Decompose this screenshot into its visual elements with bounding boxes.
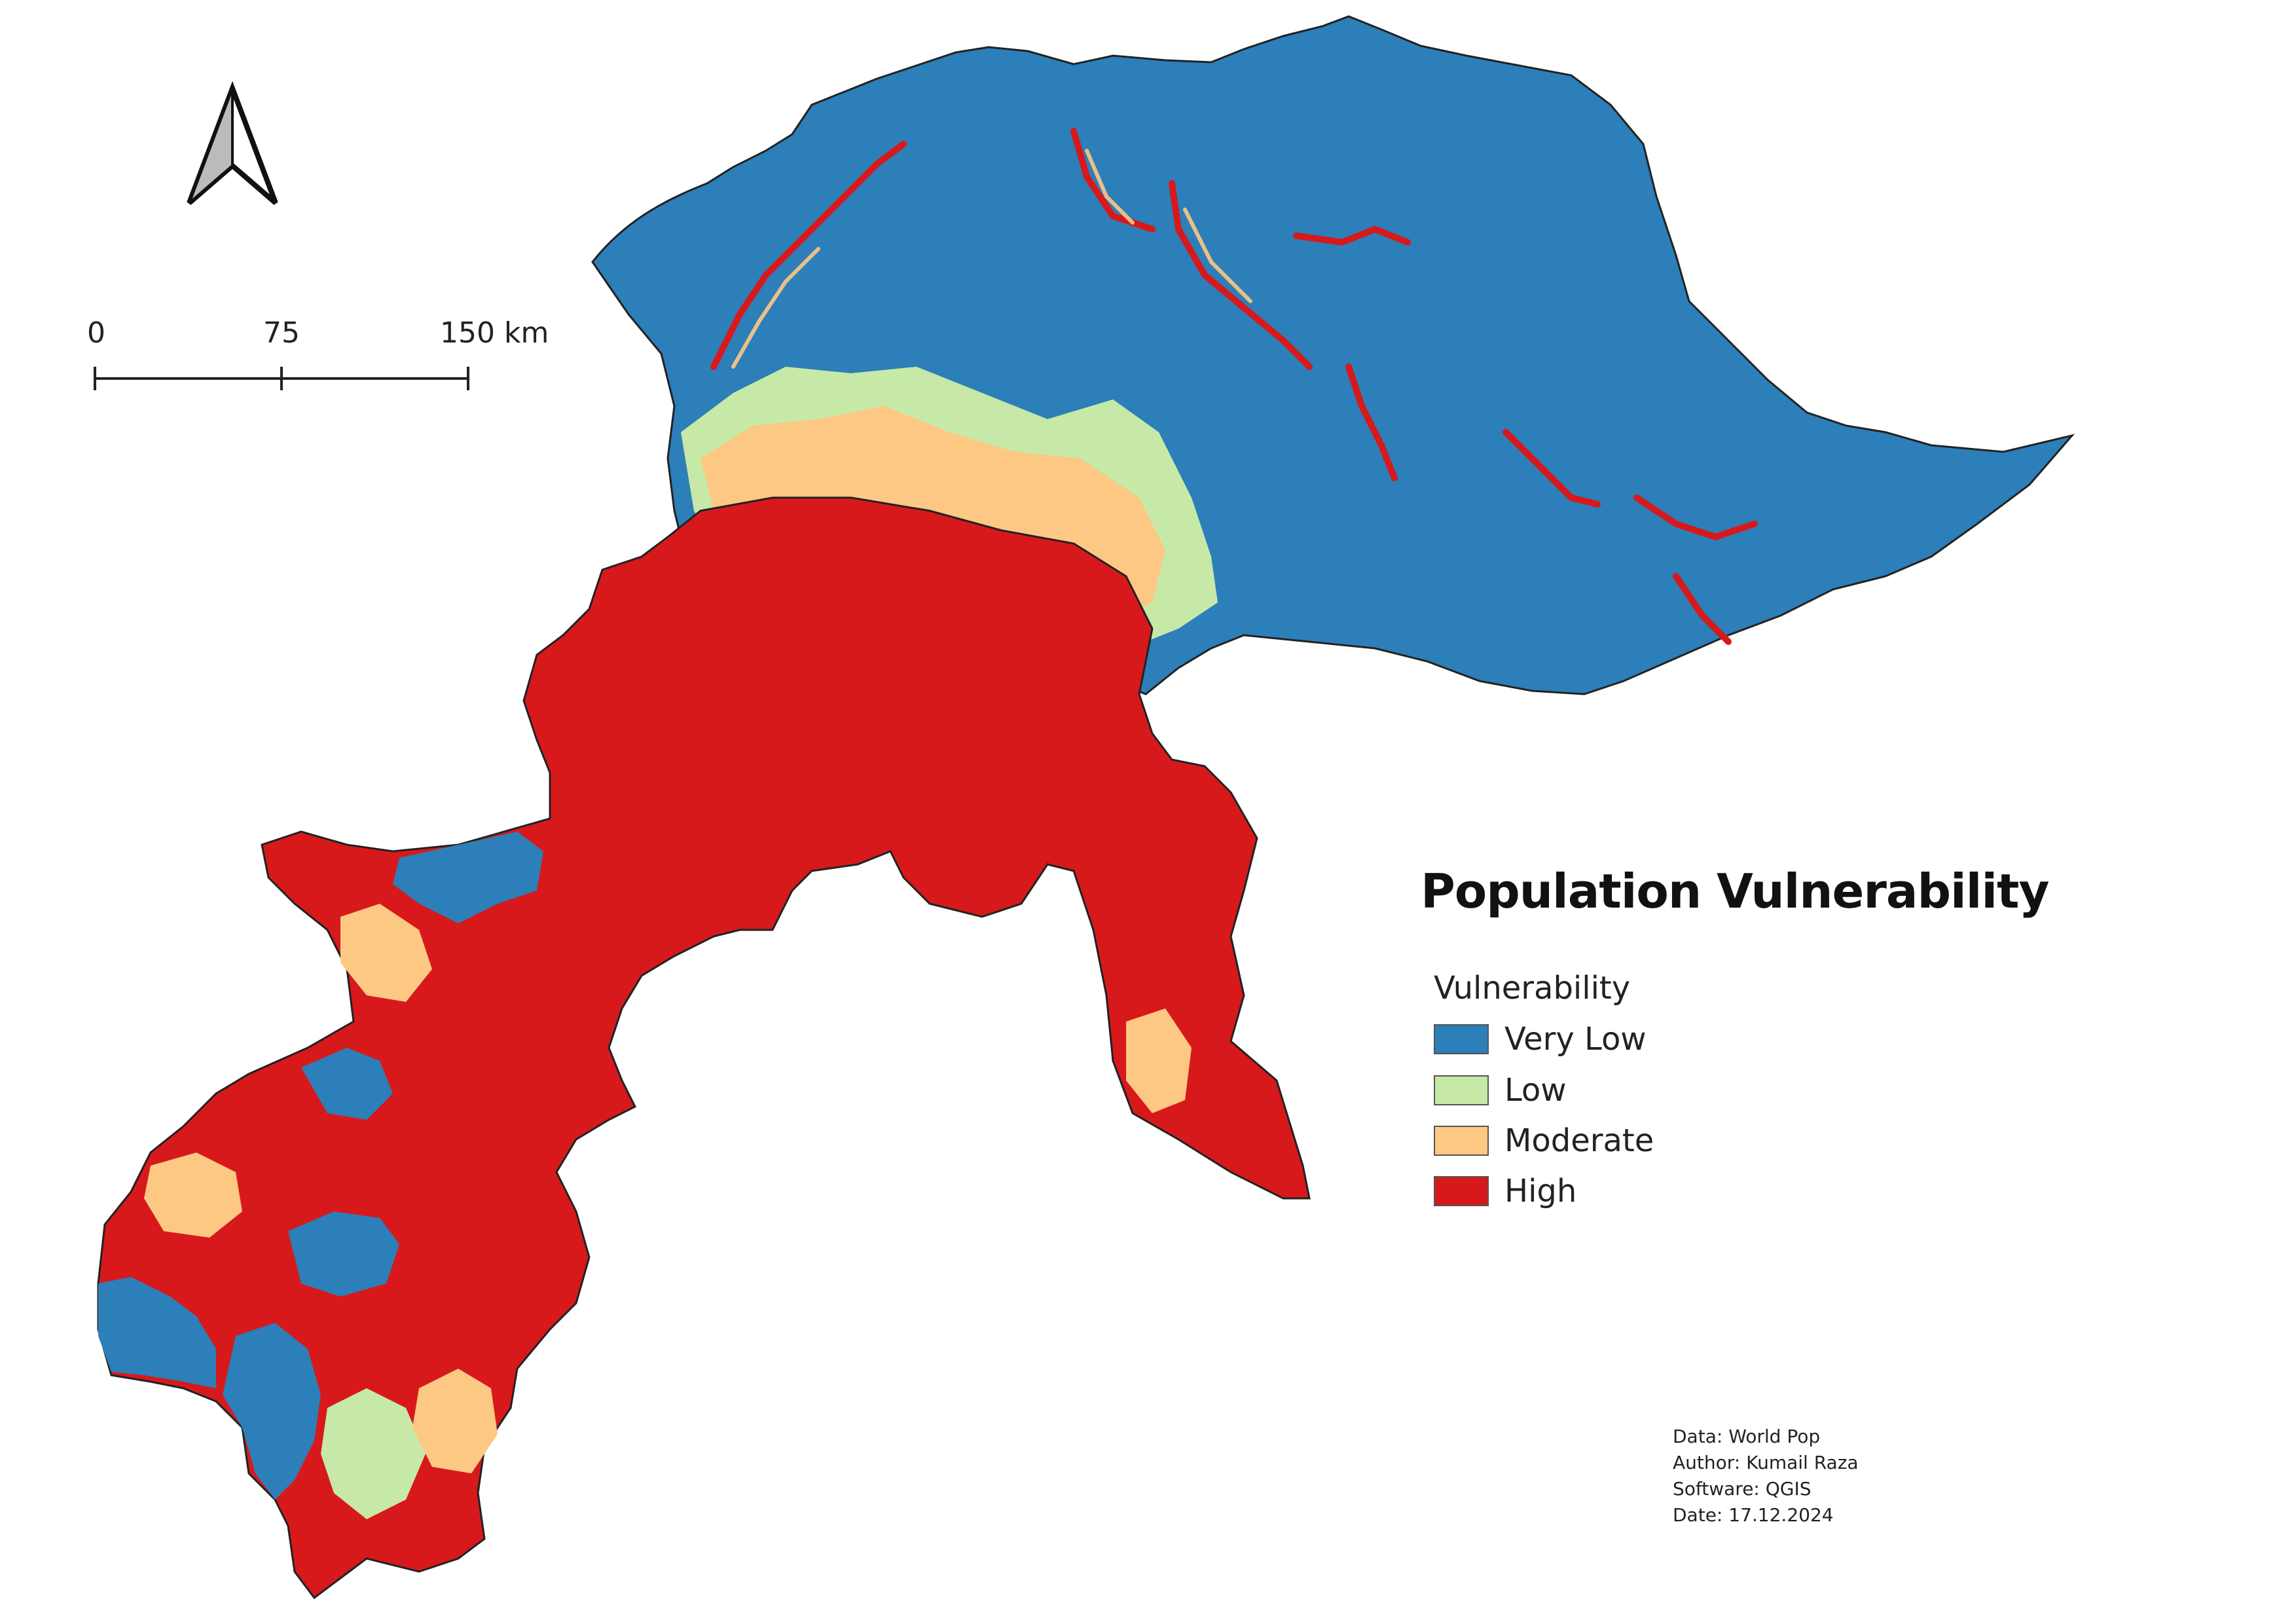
- legend-label: High: [1504, 1173, 1577, 1209]
- zone-very-low-west: [393, 832, 543, 923]
- northern-valley-halo: [731, 149, 1252, 369]
- legend-swatch-very-low: [1434, 1024, 1489, 1054]
- zone-very-low-south: [223, 1323, 321, 1500]
- zone-very-low-southwest: [98, 1277, 216, 1388]
- legend-label: Very Low: [1504, 1021, 1647, 1058]
- zone-low-south: [321, 1388, 426, 1519]
- scale-label-75: 75: [263, 316, 300, 350]
- legend-item-high: High: [1434, 1173, 1576, 1209]
- credit-date: Date: 17.12.2024: [1673, 1504, 1834, 1526]
- credit-data-source: Data: World Pop: [1673, 1426, 1821, 1447]
- zone-very-low-center-west: [288, 1211, 399, 1297]
- zone-very-low-mid: [301, 1048, 393, 1120]
- legend-swatch-high: [1434, 1176, 1489, 1206]
- zone-high-central: [97, 496, 1311, 1600]
- legend-item-moderate: Moderate: [1434, 1122, 1654, 1159]
- credit-author: Author: Kumail Raza: [1673, 1452, 1859, 1473]
- legend-heading: Vulnerability: [1434, 970, 1631, 1006]
- zone-moderate-southeast-tail: [1126, 1008, 1192, 1113]
- legend-item-very-low: Very Low: [1434, 1021, 1647, 1058]
- legend-swatch-moderate: [1434, 1126, 1489, 1156]
- north-arrow-icon: [187, 81, 278, 206]
- legend-label: Moderate: [1504, 1122, 1654, 1159]
- zone-moderate-southeast: [412, 1369, 498, 1473]
- zone-moderate-south: [340, 904, 432, 1002]
- region-map: [97, 15, 2075, 1600]
- zone-moderate-southwest: [144, 1153, 242, 1238]
- scale-label-0: 0: [87, 316, 105, 350]
- credits-block: Data: World Pop Author: Kumail Raza Soft…: [1673, 1424, 1859, 1528]
- scale-label-150: 150 km: [440, 316, 549, 350]
- map-title: Population Vulnerability: [1421, 864, 2049, 919]
- legend-label: Low: [1504, 1072, 1567, 1109]
- legend-item-low: Low: [1434, 1072, 1567, 1109]
- scale-bar: [94, 367, 469, 390]
- credit-software: Software: QGIS: [1673, 1478, 1812, 1500]
- northern-valley-streaks: [710, 128, 1758, 645]
- legend-swatch-low: [1434, 1075, 1489, 1105]
